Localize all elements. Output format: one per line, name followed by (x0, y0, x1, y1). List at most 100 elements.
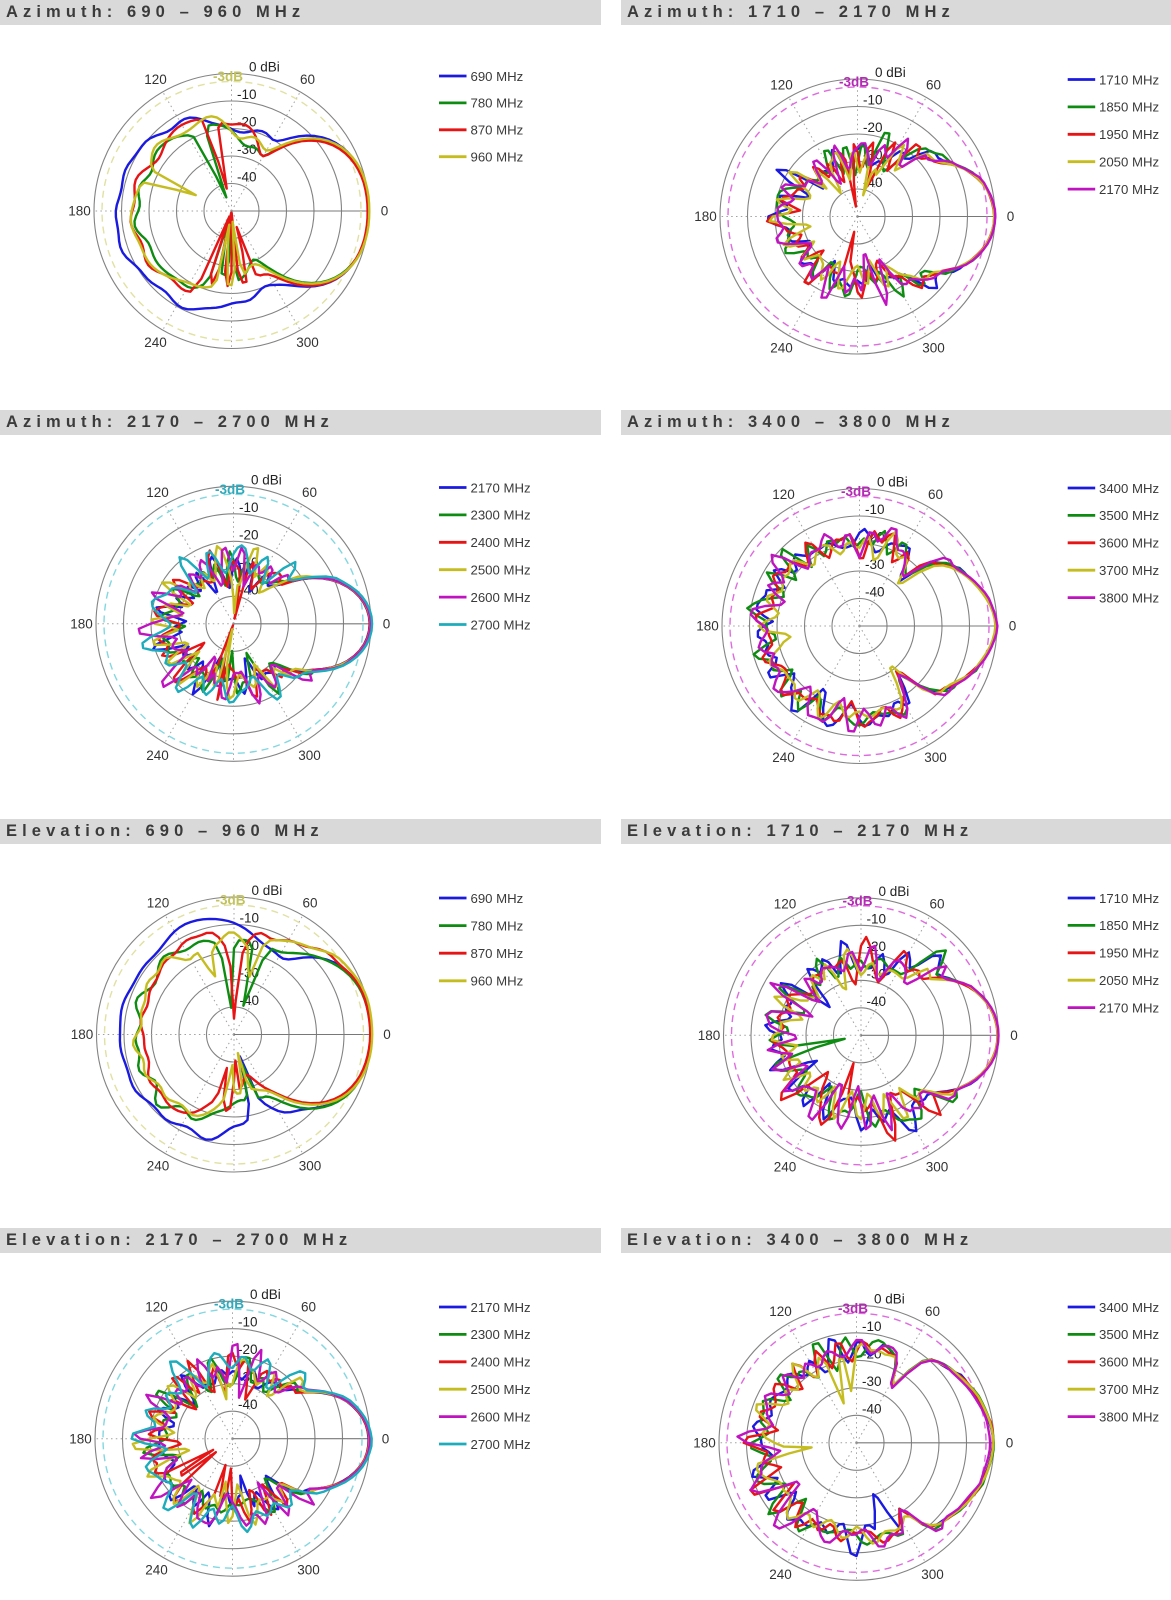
svg-text:690 MHz: 690 MHz (471, 69, 524, 84)
svg-text:60: 60 (301, 1300, 316, 1315)
svg-text:300: 300 (926, 1159, 949, 1174)
svg-text:300: 300 (921, 1567, 944, 1582)
svg-text:0: 0 (1007, 209, 1015, 224)
svg-text:-40: -40 (867, 994, 887, 1009)
svg-text:-20: -20 (239, 527, 259, 542)
svg-text:60: 60 (928, 487, 943, 502)
svg-text:1710 MHz: 1710 MHz (1099, 891, 1159, 906)
svg-text:2170 MHz: 2170 MHz (471, 480, 531, 495)
svg-text:180: 180 (696, 619, 719, 634)
svg-text:3600 MHz: 3600 MHz (1099, 536, 1159, 551)
svg-text:-3dB: -3dB (843, 893, 873, 908)
svg-text:2050 MHz: 2050 MHz (1099, 973, 1159, 988)
svg-text:-40: -40 (237, 170, 257, 185)
svg-text:240: 240 (147, 1159, 170, 1174)
svg-text:180: 180 (70, 616, 93, 631)
svg-text:-10: -10 (865, 502, 885, 517)
svg-text:3400 MHz: 3400 MHz (1099, 1300, 1159, 1315)
svg-text:-30: -30 (865, 557, 885, 572)
svg-text:240: 240 (772, 750, 795, 765)
svg-text:240: 240 (769, 1567, 792, 1582)
svg-text:120: 120 (147, 896, 170, 911)
svg-text:120: 120 (772, 487, 795, 502)
svg-text:0: 0 (382, 1431, 390, 1446)
svg-text:3500 MHz: 3500 MHz (1099, 1327, 1159, 1342)
svg-text:0 dBi: 0 dBi (251, 472, 282, 487)
svg-text:0: 0 (1006, 1435, 1014, 1450)
svg-text:3800 MHz: 3800 MHz (1099, 590, 1159, 605)
svg-text:1950 MHz: 1950 MHz (1099, 946, 1159, 961)
svg-text:300: 300 (922, 341, 945, 356)
svg-text:0: 0 (383, 1027, 391, 1042)
svg-text:-3dB: -3dB (213, 69, 243, 84)
svg-text:2700 MHz: 2700 MHz (471, 617, 531, 632)
svg-text:60: 60 (302, 896, 317, 911)
svg-text:-10: -10 (867, 911, 887, 926)
svg-text:-40: -40 (862, 1401, 882, 1416)
svg-text:0 dBi: 0 dBi (250, 1287, 281, 1302)
svg-text:300: 300 (924, 750, 947, 765)
svg-text:0 dBi: 0 dBi (875, 65, 906, 80)
svg-text:-30: -30 (237, 142, 257, 157)
svg-text:240: 240 (144, 335, 167, 350)
svg-text:120: 120 (774, 896, 797, 911)
svg-text:180: 180 (71, 1027, 94, 1042)
svg-text:780 MHz: 780 MHz (471, 96, 524, 111)
svg-text:300: 300 (296, 335, 319, 350)
svg-text:180: 180 (698, 1028, 721, 1043)
svg-text:-20: -20 (863, 120, 883, 135)
svg-text:690 MHz: 690 MHz (471, 891, 524, 906)
svg-text:180: 180 (68, 204, 91, 219)
svg-text:120: 120 (769, 1304, 792, 1319)
svg-text:300: 300 (297, 1563, 320, 1578)
svg-text:3500 MHz: 3500 MHz (1099, 508, 1159, 523)
svg-text:240: 240 (770, 341, 793, 356)
svg-text:60: 60 (929, 896, 944, 911)
svg-text:2170 MHz: 2170 MHz (471, 1300, 531, 1315)
svg-text:-3dB: -3dB (216, 893, 246, 908)
svg-text:0 dBi: 0 dBi (877, 475, 908, 490)
svg-text:0 dBi: 0 dBi (252, 883, 283, 898)
svg-text:0: 0 (383, 616, 391, 631)
svg-text:180: 180 (69, 1431, 92, 1446)
svg-text:-20: -20 (238, 1342, 258, 1357)
svg-text:2600 MHz: 2600 MHz (471, 1409, 531, 1424)
svg-text:60: 60 (300, 72, 315, 87)
svg-text:2500 MHz: 2500 MHz (471, 1382, 531, 1397)
svg-text:120: 120 (144, 72, 167, 87)
svg-text:180: 180 (693, 1435, 716, 1450)
svg-text:3700 MHz: 3700 MHz (1099, 563, 1159, 578)
svg-text:-40: -40 (238, 1397, 258, 1412)
svg-text:120: 120 (770, 78, 793, 93)
svg-text:3400 MHz: 3400 MHz (1099, 481, 1159, 496)
svg-text:1950 MHz: 1950 MHz (1099, 127, 1159, 142)
svg-text:-3dB: -3dB (839, 75, 869, 90)
svg-text:-20: -20 (237, 115, 257, 130)
svg-text:3800 MHz: 3800 MHz (1099, 1409, 1159, 1424)
svg-text:0: 0 (1010, 1028, 1018, 1043)
svg-text:1710 MHz: 1710 MHz (1099, 72, 1159, 87)
svg-text:240: 240 (146, 748, 169, 763)
svg-text:-30: -30 (862, 1374, 882, 1389)
svg-text:300: 300 (298, 748, 321, 763)
svg-text:0 dBi: 0 dBi (249, 60, 280, 75)
svg-text:2050 MHz: 2050 MHz (1099, 155, 1159, 170)
svg-text:180: 180 (694, 209, 717, 224)
svg-text:2300 MHz: 2300 MHz (471, 508, 531, 523)
svg-text:1850 MHz: 1850 MHz (1099, 100, 1159, 115)
svg-text:3700 MHz: 3700 MHz (1099, 1382, 1159, 1397)
svg-text:0: 0 (381, 204, 389, 219)
svg-text:0 dBi: 0 dBi (879, 884, 910, 899)
svg-text:870 MHz: 870 MHz (471, 946, 524, 961)
svg-text:-10: -10 (240, 911, 260, 926)
svg-text:2500 MHz: 2500 MHz (471, 563, 531, 578)
svg-text:2170 MHz: 2170 MHz (1099, 1000, 1159, 1015)
svg-text:240: 240 (774, 1159, 797, 1174)
svg-text:2300 MHz: 2300 MHz (471, 1327, 531, 1342)
svg-text:2400 MHz: 2400 MHz (471, 1355, 531, 1370)
svg-text:960 MHz: 960 MHz (471, 974, 524, 989)
svg-text:-3dB: -3dB (214, 1297, 244, 1312)
svg-text:0 dBi: 0 dBi (874, 1291, 905, 1306)
svg-text:240: 240 (145, 1563, 168, 1578)
svg-text:-3dB: -3dB (838, 1301, 868, 1316)
